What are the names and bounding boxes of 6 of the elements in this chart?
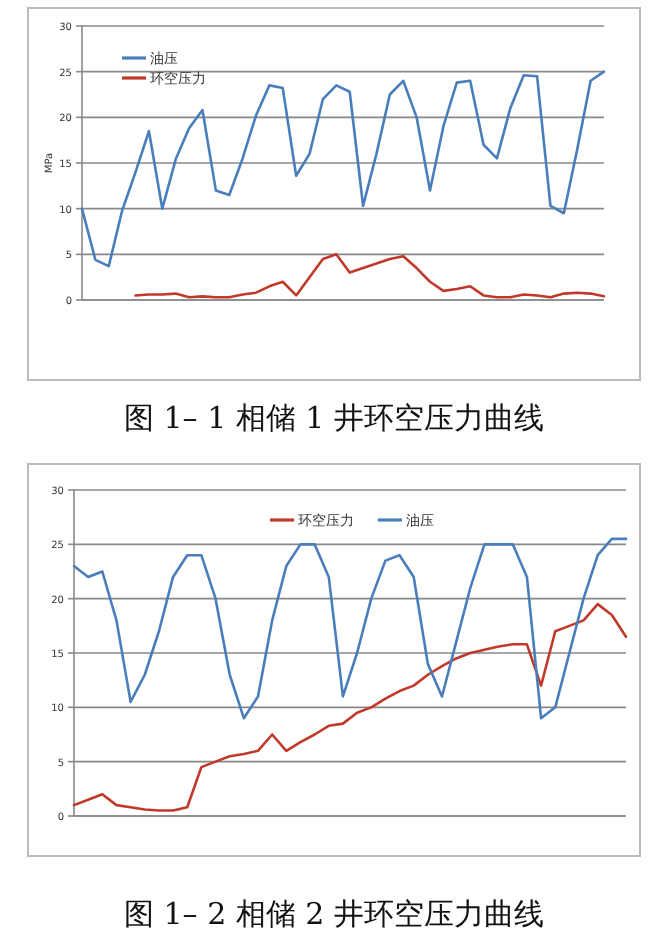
text: 图 1– 2 相储 2 井环空压力曲线 — [124, 896, 544, 932]
line-series — [134, 253, 606, 299]
line-series — [72, 537, 628, 720]
text: 图 1– 1 相储 1 井环空压力曲线 — [124, 400, 544, 436]
line-series — [80, 70, 606, 268]
line-series — [72, 602, 628, 812]
